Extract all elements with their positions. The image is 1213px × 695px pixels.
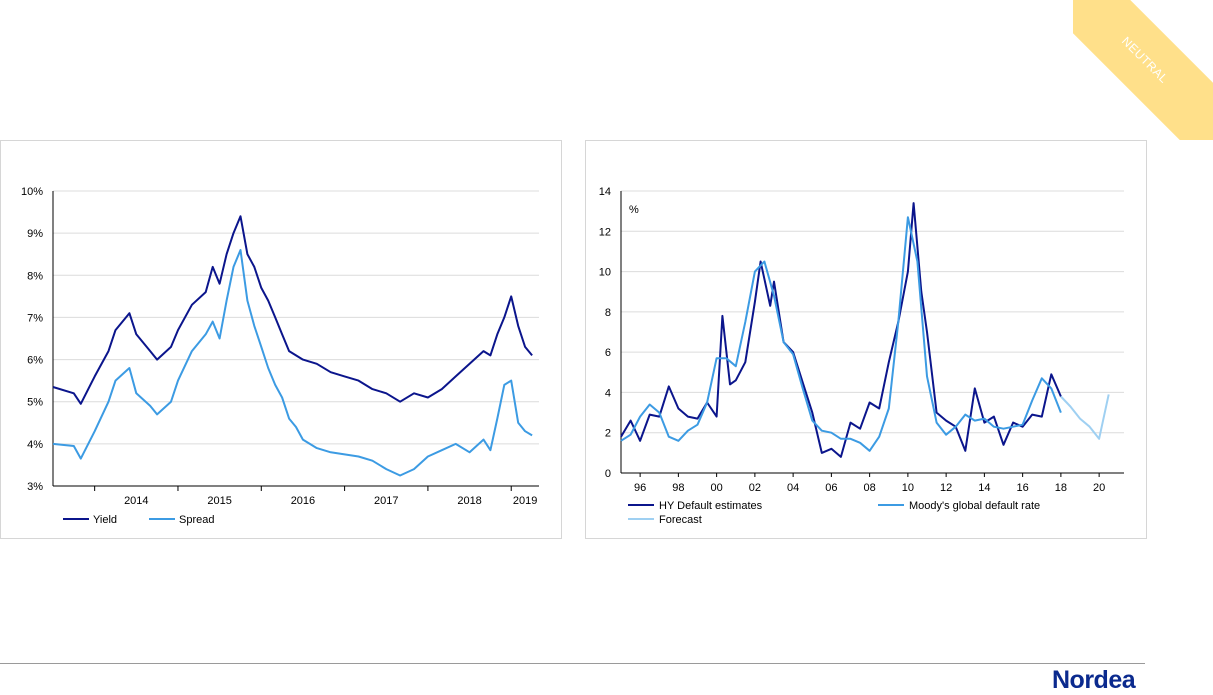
x-tick-label: 18 [1055,482,1067,494]
x-tick-label: 04 [787,482,799,494]
nordea-logo: Nordea [1052,665,1136,694]
y-tick-label: 4% [27,439,43,451]
x-tick-label: 96 [634,482,646,494]
x-tick-label: 02 [749,482,761,494]
y-tick-label: 7% [27,312,43,324]
y-tick-label: 14 [599,186,611,198]
x-tick-label: 06 [825,482,837,494]
y-tick-label: 5% [27,397,43,409]
x-tick-label: 2018 [457,495,481,507]
x-tick-label: 16 [1017,482,1029,494]
y-tick-label: 8 [605,307,611,319]
y-tick-label: 12 [599,226,611,238]
legend-label: Moody's global default rate [909,500,1040,512]
y-tick-label: 0 [605,468,611,480]
x-tick-label: 00 [711,482,723,494]
y-tick-label: 6 [605,347,611,359]
yield-spread-chart: 3% 4% 5% 6% 7% 8% 9% 10% 2014 2015 2016 2017 2018 201… [21,186,539,526]
y-tick-label: 8% [27,270,43,282]
legend-label: Forecast [659,514,702,526]
y-tick-label: 3% [27,481,43,493]
y-tick-label: 10 [599,267,611,279]
x-tick-label: 08 [864,482,876,494]
default-rate-chart-panel: 0 2 4 6 8 10 12 14% 96 98 00 02 04 06 08 10 12 14 16 18 20 HY… [585,140,1147,539]
series-line-hy-default-estimates [620,202,1062,458]
x-tick-label: 10 [902,482,914,494]
legend-label: HY Default estimates [659,500,763,512]
x-tick-label: 98 [672,482,684,494]
x-tick-label: 12 [940,482,952,494]
series-line-moody-s-global-default-rate [620,216,1062,452]
classification-badge: NEUTRAL [1073,0,1213,140]
x-tick-label: 2017 [374,495,398,507]
series-line-spread [52,249,533,477]
yield-spread-chart-panel: 3% 4% 5% 6% 7% 8% 9% 10% 2014 2015 2016 2017 2018 201… [0,140,562,539]
y-tick-label: 6% [27,355,43,367]
x-tick-label: 2014 [124,495,148,507]
x-tick-label: 20 [1093,482,1105,494]
legend-label: Spread [179,514,214,526]
y-tick-label: 4 [605,387,611,399]
series-line-yield [52,215,533,405]
legend-label: Yield [93,514,117,526]
series-line-forecast [1060,394,1110,440]
x-tick-label: 2015 [207,495,231,507]
x-tick-label: 14 [978,482,990,494]
x-tick-label: 2016 [291,495,315,507]
y-tick-label: 10% [21,186,43,198]
x-tick-label: 2019 [513,495,537,507]
footer-divider [0,663,1145,664]
y-tick-label: 9% [27,228,43,240]
y-unit-label: % [629,204,639,216]
y-tick-label: 2 [605,428,611,440]
badge-label: NEUTRAL [1119,34,1171,86]
